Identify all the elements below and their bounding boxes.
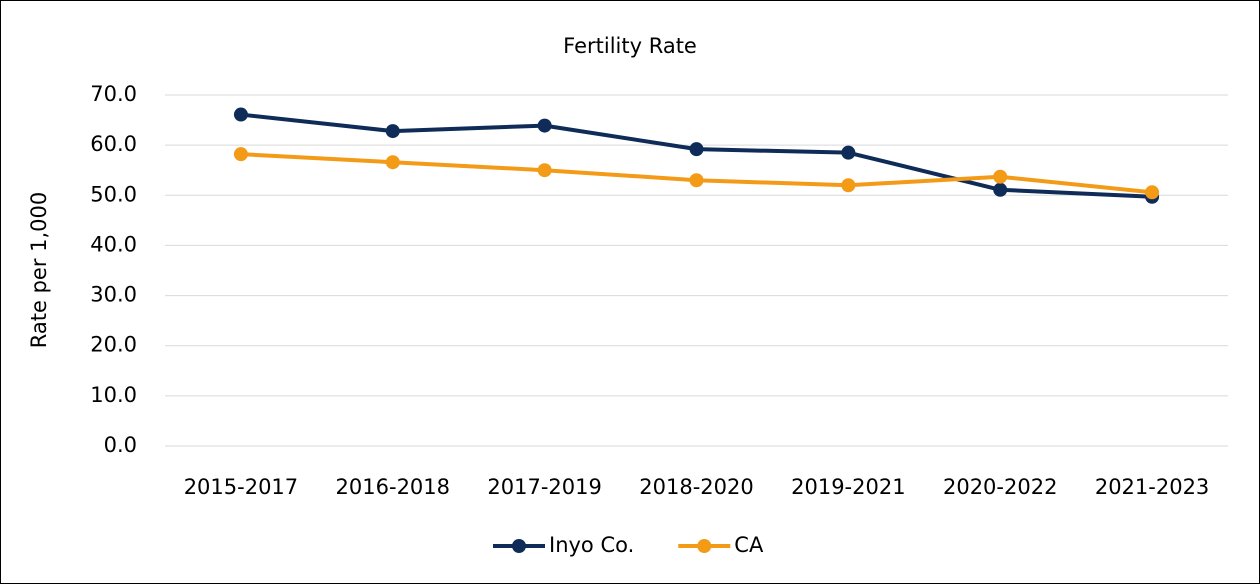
series-marker [385,124,400,139]
x-tick-label: 2018-2020 [639,475,753,499]
y-tick-label: 20.0 [90,333,137,357]
x-tick-label: 2017-2019 [487,475,601,499]
series-marker [993,182,1008,197]
legend-marker [512,539,526,553]
y-tick-label: 10.0 [90,383,137,407]
y-tick-label: 30.0 [90,283,137,307]
y-axis-title: Rate per 1,000 [27,192,51,349]
x-tick-label: 2021-2023 [1095,475,1209,499]
series-marker [1145,185,1160,200]
x-tick-label: 2015-2017 [184,475,298,499]
y-tick-label: 0.0 [104,433,137,457]
y-tick-label: 50.0 [90,182,137,206]
series-marker [689,142,704,157]
x-tick-label: 2019-2021 [791,475,905,499]
x-tick-label: 2016-2018 [336,475,450,499]
series-marker [385,155,400,170]
series-marker [993,169,1008,184]
series-marker [689,173,704,188]
series-marker [233,107,248,122]
legend-marker [697,539,712,553]
series-marker [233,147,248,162]
series-marker [841,145,856,160]
y-tick-label: 40.0 [90,232,137,256]
y-tick-label: 70.0 [90,82,137,106]
series-marker [537,163,552,178]
legend-label: CA [734,533,764,557]
legend-label: Inyo Co. [549,533,634,557]
chart-title: Fertility Rate [563,34,697,58]
y-tick-label: 60.0 [90,132,137,156]
series-marker [537,118,552,133]
series-marker [841,178,856,193]
x-tick-label: 2020-2022 [943,475,1057,499]
